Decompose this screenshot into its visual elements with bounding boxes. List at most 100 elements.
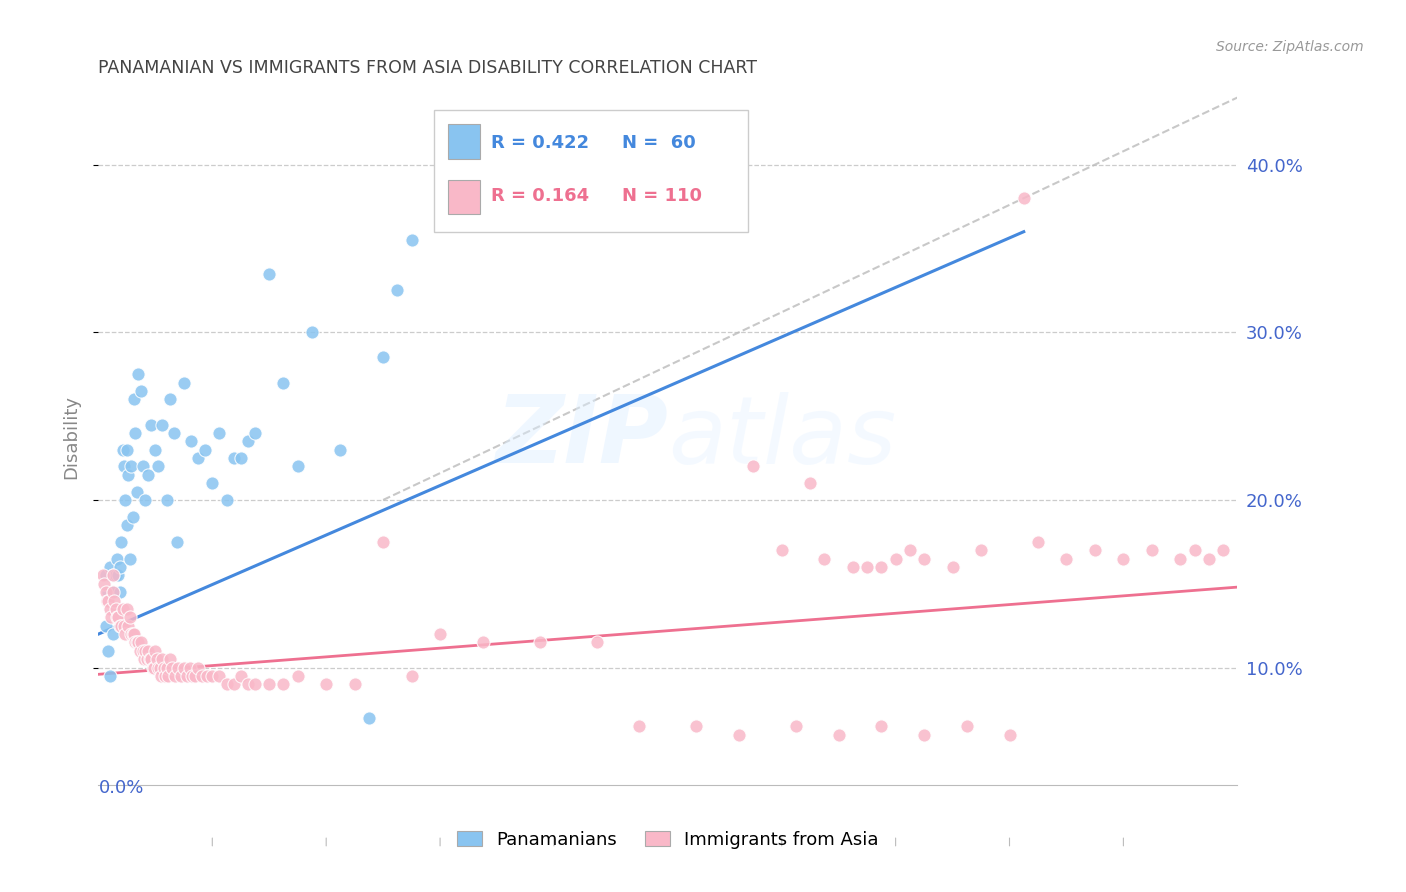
Point [110, 618, 132, 632]
Point [1026, 534, 1049, 549]
Point [98, 560, 121, 574]
Point [243, 425, 266, 440]
Point [401, 233, 423, 247]
Point [273, 677, 295, 691]
Point [1056, 551, 1078, 566]
Point [870, 719, 893, 733]
FancyBboxPatch shape [434, 110, 748, 232]
Point [148, 660, 170, 674]
Point [118, 551, 141, 566]
Point [107, 568, 129, 582]
Point [742, 459, 765, 474]
Point [124, 425, 146, 440]
Point [287, 459, 309, 474]
Point [1170, 551, 1192, 566]
Point [153, 660, 176, 674]
Point [170, 669, 193, 683]
Point [208, 425, 231, 440]
Point [121, 627, 143, 641]
Point [1084, 543, 1107, 558]
Point [201, 476, 224, 491]
Point [728, 728, 751, 742]
Point [122, 392, 145, 407]
Point [187, 450, 209, 465]
Point [970, 543, 993, 558]
Point [98, 602, 121, 616]
Point [105, 610, 128, 624]
Point [124, 635, 146, 649]
Point [471, 635, 494, 649]
Point [162, 660, 184, 674]
Point [176, 669, 198, 683]
Point [187, 660, 209, 674]
Point [912, 551, 935, 566]
Point [956, 719, 979, 733]
Point [181, 669, 204, 683]
Point [120, 627, 142, 641]
Point [127, 368, 149, 382]
Point [1184, 543, 1206, 558]
Point [215, 492, 238, 507]
Point [129, 384, 152, 398]
Point [301, 326, 323, 340]
Point [273, 376, 295, 390]
Point [104, 568, 127, 582]
Point [236, 677, 259, 691]
Point [110, 534, 132, 549]
Point [156, 660, 179, 674]
Point [101, 568, 124, 582]
Point [136, 467, 159, 482]
Point [229, 669, 252, 683]
Point [148, 459, 170, 474]
Point [194, 442, 217, 457]
Point [998, 728, 1021, 742]
Text: R = 0.422: R = 0.422 [491, 135, 589, 153]
Point [201, 669, 224, 683]
Point [1198, 551, 1220, 566]
Point [229, 450, 252, 465]
Point [373, 534, 395, 549]
Point [898, 543, 921, 558]
Point [842, 560, 865, 574]
Point [1012, 191, 1035, 205]
Point [180, 434, 202, 449]
Point [111, 602, 134, 616]
Point [401, 669, 423, 683]
Point [685, 719, 707, 733]
Point [96, 593, 118, 607]
Point [105, 551, 128, 566]
Point [195, 669, 218, 683]
Point [134, 492, 156, 507]
Y-axis label: Disability: Disability [62, 395, 80, 479]
Point [1140, 543, 1163, 558]
Point [129, 635, 152, 649]
Point [114, 492, 136, 507]
Point [135, 652, 157, 666]
Point [243, 677, 266, 691]
Point [152, 652, 174, 666]
Point [101, 568, 124, 582]
Point [329, 442, 352, 457]
Point [104, 602, 127, 616]
Point [259, 267, 281, 281]
Point [166, 534, 188, 549]
Point [387, 284, 409, 298]
Point [856, 560, 879, 574]
Point [97, 644, 120, 658]
Bar [449, 179, 479, 214]
Point [117, 618, 139, 632]
Point [145, 644, 167, 658]
Point [115, 442, 138, 457]
Point [120, 459, 142, 474]
Point [136, 644, 159, 658]
Point [145, 442, 167, 457]
Point [163, 425, 186, 440]
Point [884, 551, 907, 566]
Point [191, 669, 214, 683]
Point [121, 509, 143, 524]
Point [156, 492, 179, 507]
Point [93, 576, 115, 591]
Point [870, 560, 893, 574]
Point [184, 669, 207, 683]
Point [115, 602, 138, 616]
